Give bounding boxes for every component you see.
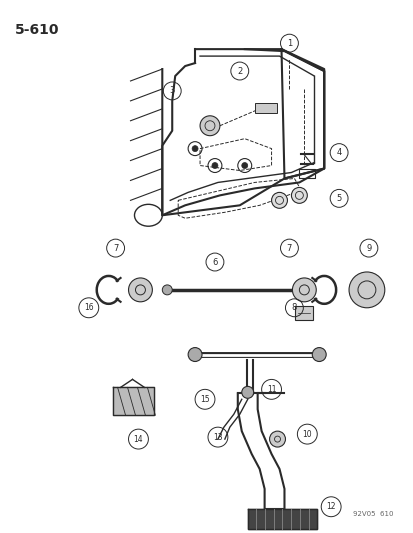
Text: 14: 14 [133, 434, 143, 443]
Circle shape [291, 188, 306, 203]
Circle shape [128, 278, 152, 302]
Text: 92V05  610: 92V05 610 [352, 511, 393, 516]
Circle shape [269, 431, 285, 447]
FancyBboxPatch shape [254, 103, 276, 113]
Circle shape [192, 146, 197, 151]
Text: 13: 13 [213, 433, 222, 442]
Text: 7: 7 [286, 244, 292, 253]
Circle shape [162, 285, 172, 295]
Text: 6: 6 [212, 257, 217, 266]
Text: 10: 10 [302, 430, 311, 439]
Text: 5: 5 [336, 194, 341, 203]
Polygon shape [112, 387, 154, 415]
Text: 8: 8 [291, 303, 297, 312]
Text: 5-610: 5-610 [15, 23, 59, 37]
Text: 2: 2 [237, 67, 242, 76]
Circle shape [211, 163, 217, 168]
Text: 4: 4 [336, 148, 341, 157]
Circle shape [292, 278, 316, 302]
Circle shape [271, 192, 287, 208]
Text: 1: 1 [286, 39, 291, 47]
Polygon shape [247, 508, 316, 529]
Circle shape [348, 272, 384, 308]
Circle shape [311, 348, 325, 361]
Text: 15: 15 [200, 395, 209, 404]
Circle shape [188, 348, 202, 361]
Circle shape [241, 386, 253, 398]
FancyBboxPatch shape [295, 306, 313, 320]
Text: 7: 7 [113, 244, 118, 253]
Text: 16: 16 [84, 303, 93, 312]
Circle shape [199, 116, 219, 136]
Text: 9: 9 [366, 244, 370, 253]
Text: 11: 11 [266, 385, 275, 394]
Text: 12: 12 [325, 502, 335, 511]
Circle shape [241, 163, 247, 168]
Text: 3: 3 [169, 86, 175, 95]
